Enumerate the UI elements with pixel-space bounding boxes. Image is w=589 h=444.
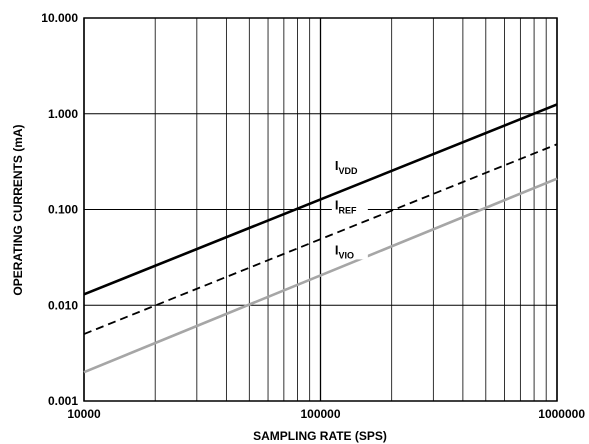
y-tick-labels: 0.001 0.010 0.100 1.000 10.000 bbox=[41, 11, 78, 408]
plot-frame bbox=[83, 17, 558, 402]
x-tick-label: 10000 bbox=[67, 407, 101, 421]
x-tick-labels: 10000 100000 1000000 bbox=[67, 407, 585, 421]
series-label-ref: IREF bbox=[335, 198, 357, 216]
y-tick-label: 0.100 bbox=[48, 203, 78, 217]
y-axis-label: OPERATING CURRENTS (mA) bbox=[11, 124, 25, 295]
y-tick-label: 0.001 bbox=[48, 394, 78, 408]
series-group bbox=[83, 103, 558, 374]
series-line-vio bbox=[83, 177, 558, 374]
series-line-vdd bbox=[83, 103, 558, 296]
x-axis-label: SAMPLING RATE (SPS) bbox=[253, 429, 387, 443]
series-labels: IVDD IREF IVIO bbox=[331, 156, 368, 260]
series-label-vdd: IVDD bbox=[335, 158, 358, 176]
series-label-bg bbox=[331, 156, 368, 175]
x-tick-label: 100000 bbox=[300, 407, 340, 421]
series-label-vio: IVIO bbox=[335, 242, 354, 260]
series-label-bg bbox=[331, 196, 368, 215]
x-tick-label: 1000000 bbox=[538, 407, 585, 421]
series-label-bg bbox=[331, 241, 368, 260]
series-line-ref bbox=[83, 143, 558, 335]
y-tick-label: 0.010 bbox=[48, 298, 78, 312]
y-tick-label: 1.000 bbox=[48, 107, 78, 121]
y-tick-label: 10.000 bbox=[41, 11, 78, 25]
